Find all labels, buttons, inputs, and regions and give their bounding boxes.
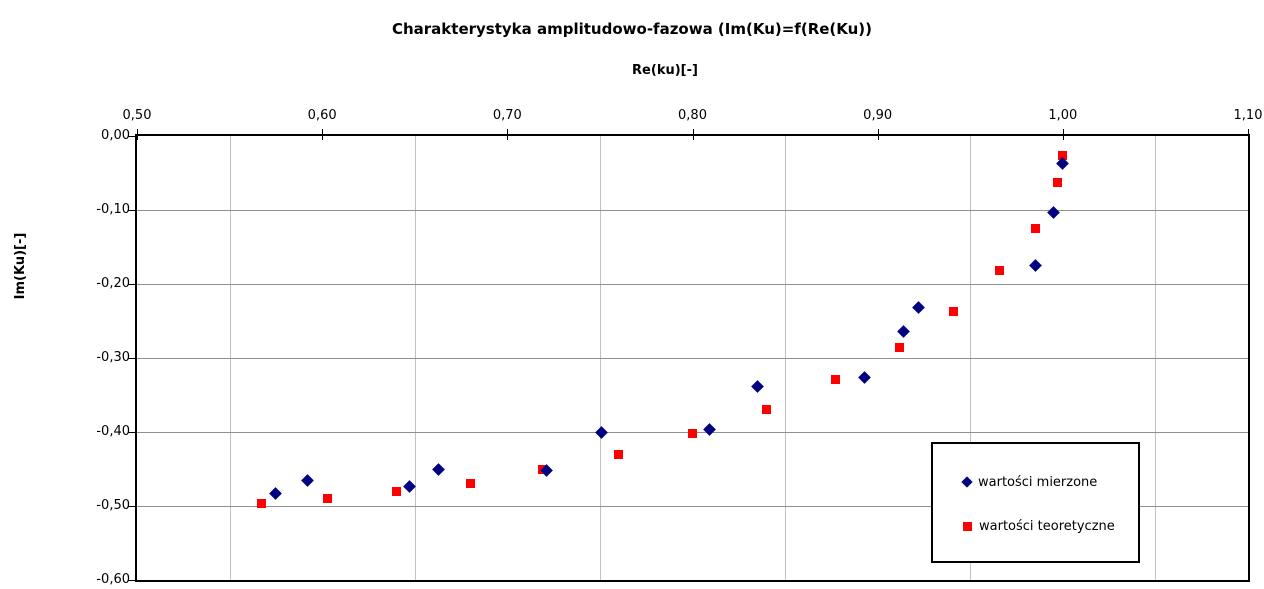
data-point-theoretical	[895, 343, 905, 353]
x-axis-tick	[1062, 129, 1064, 140]
x-tick-label: 0,90	[863, 108, 893, 123]
x-axis-tick	[877, 129, 879, 140]
data-point-theoretical	[1052, 178, 1062, 188]
data-point-theoretical	[1030, 224, 1040, 233]
data-point-theoretical	[1058, 150, 1068, 160]
y-axis-tick	[128, 136, 137, 137]
data-point-theoretical	[391, 487, 401, 497]
x-tick-label: 0,70	[492, 108, 522, 123]
diamond-icon	[961, 476, 973, 488]
data-point-theoretical	[465, 478, 475, 488]
data-point-theoretical	[688, 428, 697, 438]
x-tick-label: 0,50	[122, 108, 152, 123]
x-axis-tick	[322, 129, 324, 140]
gridline-horizontal	[137, 210, 1248, 211]
gridline-horizontal	[137, 358, 1248, 359]
data-point-theoretical	[613, 449, 623, 459]
y-axis-tick	[128, 284, 137, 285]
x-axis-tick	[692, 129, 694, 140]
y-axis-tick	[128, 506, 137, 507]
y-axis-title: Im(Ku)[-]	[13, 232, 28, 300]
legend-item-theoretical: wartości teoretyczne	[963, 518, 1115, 534]
y-axis-tick	[128, 358, 137, 359]
y-tick-label: 0,00	[101, 128, 130, 143]
square-icon	[963, 521, 972, 531]
legend-label-measured: wartości mierzone	[978, 474, 1098, 490]
y-tick-label: -0,20	[96, 276, 130, 291]
y-tick-label: -0,10	[96, 202, 130, 217]
x-tick-label: 0,60	[307, 108, 337, 123]
x-tick-label: 1,00	[1048, 108, 1078, 123]
data-point-theoretical	[256, 499, 266, 509]
y-axis-tick	[128, 432, 137, 433]
legend: wartości mierzone wartości teoretyczne	[931, 442, 1140, 563]
y-tick-label: -0,40	[96, 424, 130, 439]
data-point-theoretical	[830, 374, 840, 384]
x-axis-tick	[507, 129, 509, 140]
x-tick-label: 1,10	[1233, 108, 1263, 123]
data-point-theoretical	[323, 494, 333, 504]
y-axis-tick	[128, 580, 137, 581]
x-axis-tick	[1248, 129, 1249, 140]
legend-item-measured: wartości mierzone	[961, 474, 1098, 490]
x-axis-tick	[137, 129, 138, 140]
y-tick-label: -0,60	[96, 572, 130, 587]
data-point-theoretical	[762, 404, 772, 414]
data-point-theoretical	[949, 306, 959, 316]
x-tick-label: 0,80	[678, 108, 707, 123]
legend-label-theoretical: wartości teoretyczne	[979, 518, 1115, 534]
y-tick-label: -0,30	[96, 350, 130, 365]
y-axis-tick	[128, 210, 137, 211]
gridline-horizontal	[137, 506, 1248, 507]
data-point-theoretical	[995, 266, 1005, 276]
chart-title: Charakterystyka amplitudowo-fazowa (Im(K…	[391, 20, 873, 38]
y-tick-label: -0,50	[96, 498, 130, 513]
x-axis-title: Re(ku)[-]	[632, 63, 698, 78]
gridline-horizontal	[137, 284, 1248, 285]
